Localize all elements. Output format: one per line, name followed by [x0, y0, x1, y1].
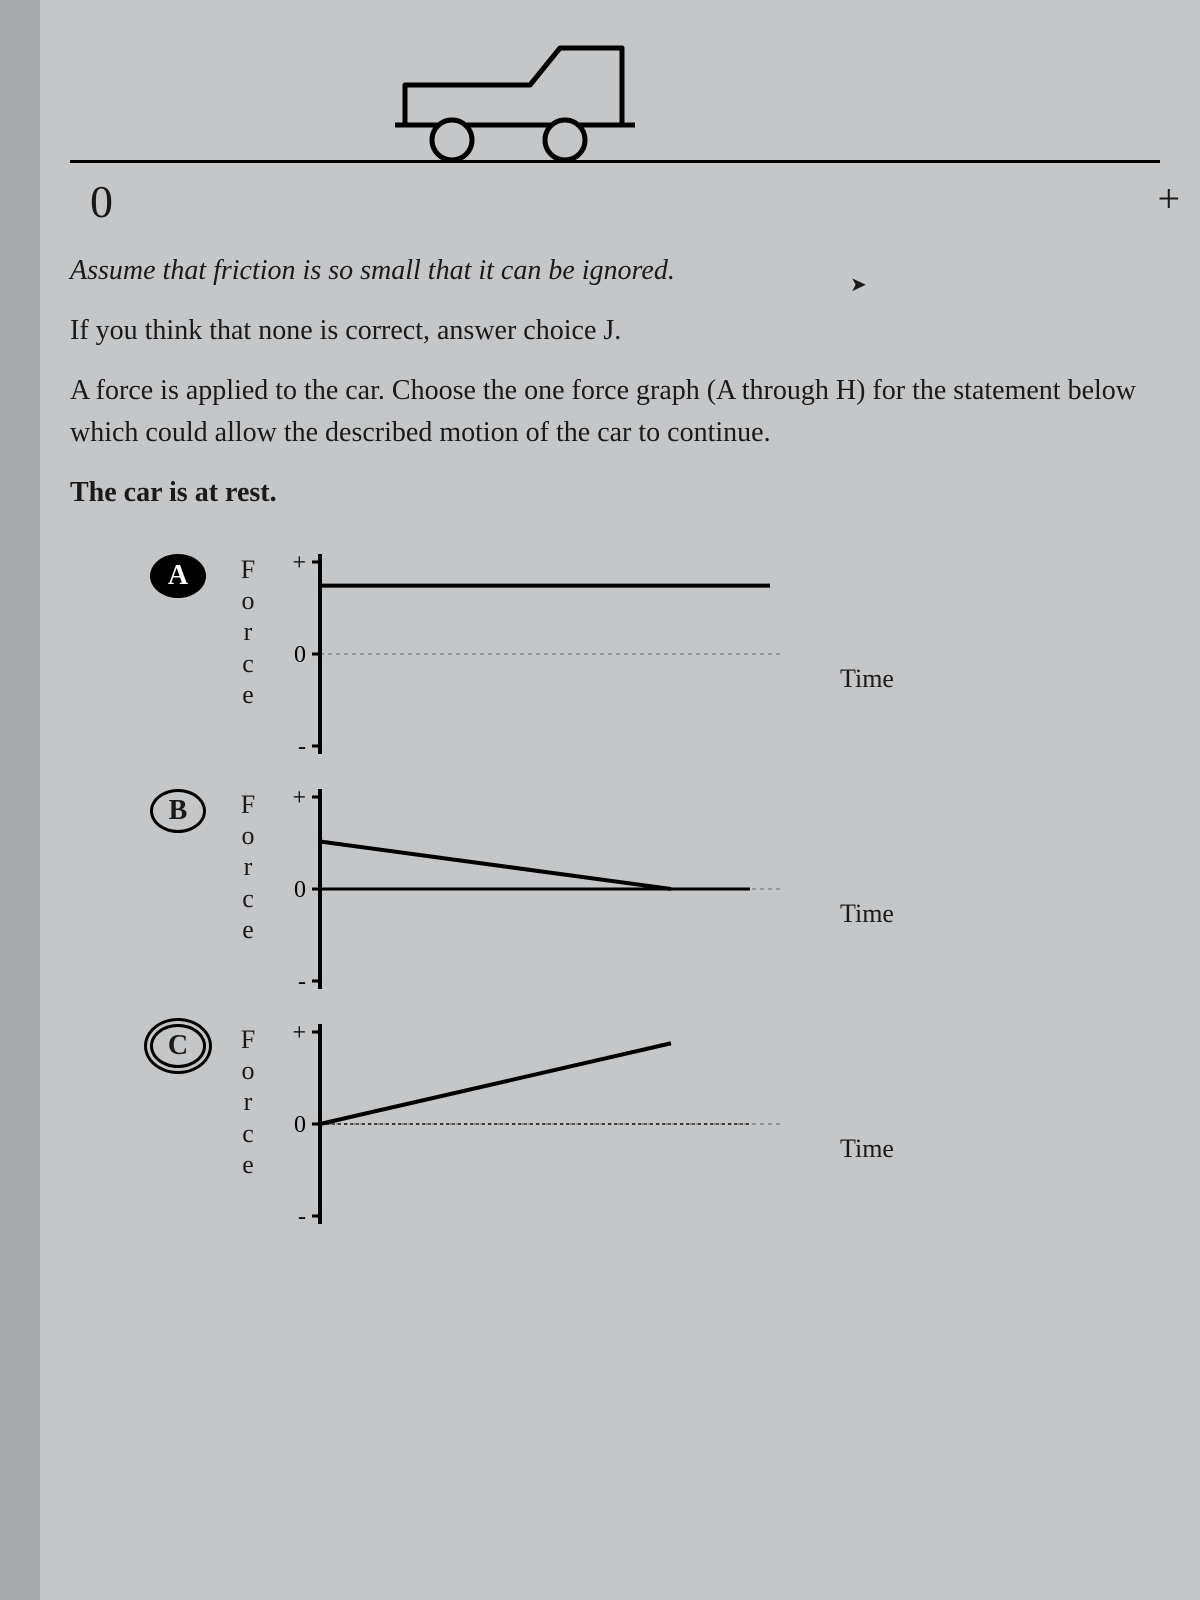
option-B[interactable]: B Force +0 - Time: [150, 779, 1160, 1014]
option-badge-A[interactable]: A: [150, 554, 206, 598]
force-time-graph-B: +0 -: [270, 779, 790, 999]
origin-label: 0: [90, 175, 113, 228]
friction-note: Assume that friction is so small that it…: [70, 250, 1160, 292]
svg-text:+: +: [292, 785, 306, 811]
car-icon: [390, 30, 650, 170]
force-time-graph-A: +0 -: [270, 544, 790, 764]
y-axis-label: Force: [236, 779, 260, 945]
option-C[interactable]: C Force +0 - Time: [150, 1014, 1160, 1249]
none-instruction: If you think that none is correct, answe…: [70, 310, 1160, 352]
y-axis-label: Force: [236, 1014, 260, 1180]
svg-text:+: +: [292, 1020, 306, 1046]
x-axis-label: Time: [840, 1134, 894, 1164]
svg-text:+: +: [292, 550, 306, 576]
option-badge-B[interactable]: B: [150, 789, 206, 833]
main-question: A force is applied to the car. Choose th…: [70, 370, 1160, 454]
svg-text:-: -: [298, 1204, 306, 1230]
svg-text:-: -: [298, 969, 306, 995]
worksheet-page: 0 + ➤ Assume that friction is so small t…: [40, 0, 1200, 1600]
option-badge-C[interactable]: C: [150, 1024, 206, 1068]
svg-text:0: 0: [294, 642, 306, 668]
answer-options: A Force +0 - Time B Force +0 - Time C Force +0 - Time: [70, 544, 1160, 1249]
x-axis-label: Time: [840, 664, 894, 694]
svg-text:0: 0: [294, 1112, 306, 1138]
svg-text:-: -: [298, 734, 306, 760]
x-axis-label: Time: [840, 899, 894, 929]
car-diagram: 0 +: [70, 10, 1160, 190]
prompt-statement: The car is at rest.: [70, 472, 1160, 514]
y-axis-label: Force: [236, 544, 260, 710]
plus-direction-label: +: [1157, 175, 1180, 222]
cursor-icon: ➤: [850, 272, 867, 297]
force-time-graph-C: +0 -: [270, 1014, 790, 1234]
option-A[interactable]: A Force +0 - Time: [150, 544, 1160, 779]
svg-text:0: 0: [294, 877, 306, 903]
question-text: Assume that friction is so small that it…: [70, 250, 1160, 514]
